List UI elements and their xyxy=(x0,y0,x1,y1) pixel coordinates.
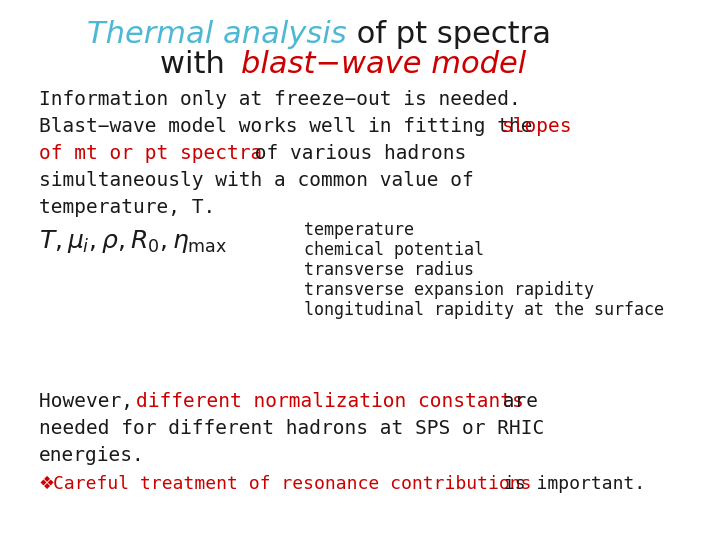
Text: of pt spectra: of pt spectra xyxy=(348,20,552,49)
Text: ❖: ❖ xyxy=(39,475,55,493)
Text: is important.: is important. xyxy=(493,475,646,493)
Text: However,: However, xyxy=(39,392,145,411)
Text: Information only at freeze−out is needed.: Information only at freeze−out is needed… xyxy=(39,90,521,109)
Text: different normalization constants: different normalization constants xyxy=(135,392,523,411)
Text: $T,\mu_i,\rho,R_0,\eta_{\rm max}$: $T,\mu_i,\rho,R_0,\eta_{\rm max}$ xyxy=(39,228,227,255)
Text: transverse expansion rapidity: transverse expansion rapidity xyxy=(304,281,593,299)
Text: temperature: temperature xyxy=(304,221,413,239)
Text: chemical potential: chemical potential xyxy=(304,241,484,259)
Text: needed for different hadrons at SPS or RHIC: needed for different hadrons at SPS or R… xyxy=(39,419,544,438)
Text: Thermal analysis: Thermal analysis xyxy=(86,20,346,49)
Text: are: are xyxy=(491,392,538,411)
Text: slopes: slopes xyxy=(502,117,572,136)
Text: blast−wave model: blast−wave model xyxy=(241,50,527,79)
Text: Blast−wave model works well in fitting the: Blast−wave model works well in fitting t… xyxy=(39,117,544,136)
Text: longitudinal rapidity at the surface: longitudinal rapidity at the surface xyxy=(304,301,664,319)
Text: with: with xyxy=(160,50,235,79)
Text: of various hadrons: of various hadrons xyxy=(243,144,467,163)
Text: transverse radius: transverse radius xyxy=(304,261,474,279)
Text: Careful treatment of resonance contributions: Careful treatment of resonance contribut… xyxy=(53,475,532,493)
Text: energies.: energies. xyxy=(39,446,145,465)
Text: temperature, T.: temperature, T. xyxy=(39,198,215,217)
Text: of mt or pt spectra: of mt or pt spectra xyxy=(39,144,262,163)
Text: simultaneously with a common value of: simultaneously with a common value of xyxy=(39,171,473,190)
